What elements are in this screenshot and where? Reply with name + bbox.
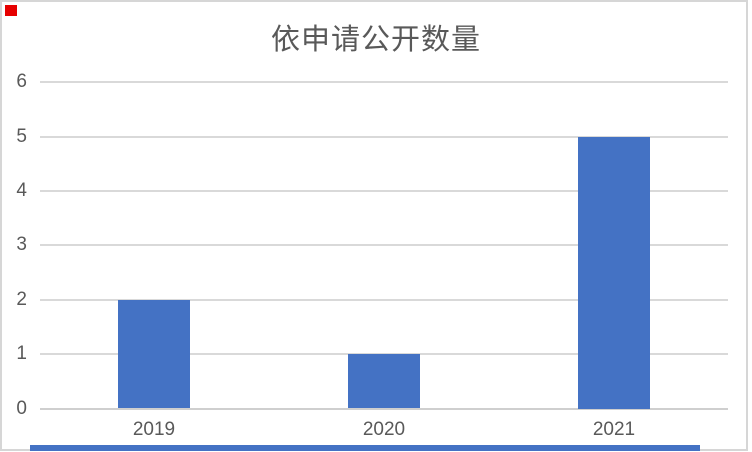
bottom-strip-artifact	[30, 445, 700, 451]
y-axis-label: 3	[16, 234, 27, 256]
gridline	[40, 244, 728, 247]
y-axis-label: 2	[16, 288, 27, 310]
x-axis-label: 2020	[362, 419, 406, 440]
bar-2020	[348, 354, 420, 409]
chart-title: 依申请公开数量	[270, 24, 481, 56]
gridline	[40, 81, 728, 84]
gridline	[40, 135, 728, 138]
gridline	[40, 298, 728, 301]
bar-2021	[578, 136, 650, 409]
y-axis-label: 0	[16, 397, 27, 419]
x-axis-label: 2021	[592, 419, 636, 440]
x-axis-line	[40, 407, 728, 410]
y-axis-label: 6	[16, 71, 27, 93]
bar-2019	[118, 299, 190, 409]
y-axis-label: 5	[16, 125, 27, 147]
y-axis-label: 4	[16, 179, 27, 201]
red-marker-artifact	[5, 5, 17, 16]
gridline	[40, 189, 728, 192]
x-axis-label: 2019	[132, 419, 176, 440]
y-axis-label: 1	[16, 343, 27, 365]
